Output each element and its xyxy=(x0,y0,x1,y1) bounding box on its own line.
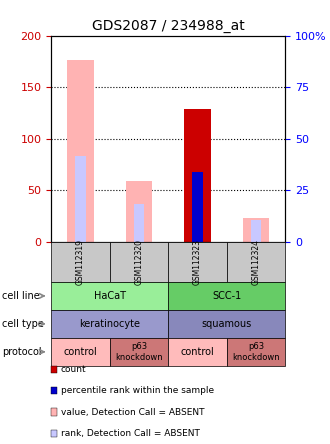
Text: GSM112319: GSM112319 xyxy=(76,239,85,285)
Title: GDS2087 / 234988_at: GDS2087 / 234988_at xyxy=(92,19,245,33)
Bar xyxy=(126,181,152,242)
Bar xyxy=(251,220,261,242)
Bar xyxy=(184,109,211,242)
Bar xyxy=(243,218,269,242)
Bar xyxy=(192,172,203,242)
Text: GSM112320: GSM112320 xyxy=(135,239,144,285)
Text: cell type: cell type xyxy=(2,319,44,329)
Bar xyxy=(67,60,94,242)
Bar xyxy=(134,204,144,242)
Text: p63
knockdown: p63 knockdown xyxy=(115,342,163,361)
Text: GSM112324: GSM112324 xyxy=(252,239,261,285)
Text: cell line: cell line xyxy=(2,291,39,301)
Text: control: control xyxy=(64,347,97,357)
Text: control: control xyxy=(181,347,214,357)
Text: count: count xyxy=(61,365,86,374)
Text: SCC-1: SCC-1 xyxy=(212,291,242,301)
Text: keratinocyte: keratinocyte xyxy=(79,319,140,329)
Text: protocol: protocol xyxy=(2,347,41,357)
Text: rank, Detection Call = ABSENT: rank, Detection Call = ABSENT xyxy=(61,429,200,438)
Text: value, Detection Call = ABSENT: value, Detection Call = ABSENT xyxy=(61,408,204,416)
Text: squamous: squamous xyxy=(202,319,252,329)
Text: p63
knockdown: p63 knockdown xyxy=(232,342,280,361)
Text: GSM112323: GSM112323 xyxy=(193,239,202,285)
Text: HaCaT: HaCaT xyxy=(94,291,126,301)
Text: percentile rank within the sample: percentile rank within the sample xyxy=(61,386,214,395)
Bar xyxy=(75,156,86,242)
